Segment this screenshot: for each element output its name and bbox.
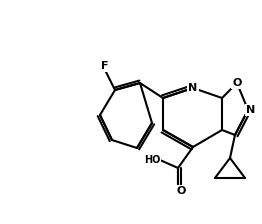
Text: N: N	[246, 105, 256, 115]
Text: HO: HO	[144, 155, 160, 165]
Text: N: N	[188, 83, 198, 93]
Text: O: O	[232, 78, 242, 88]
Text: O: O	[176, 186, 186, 196]
Text: F: F	[101, 61, 109, 71]
